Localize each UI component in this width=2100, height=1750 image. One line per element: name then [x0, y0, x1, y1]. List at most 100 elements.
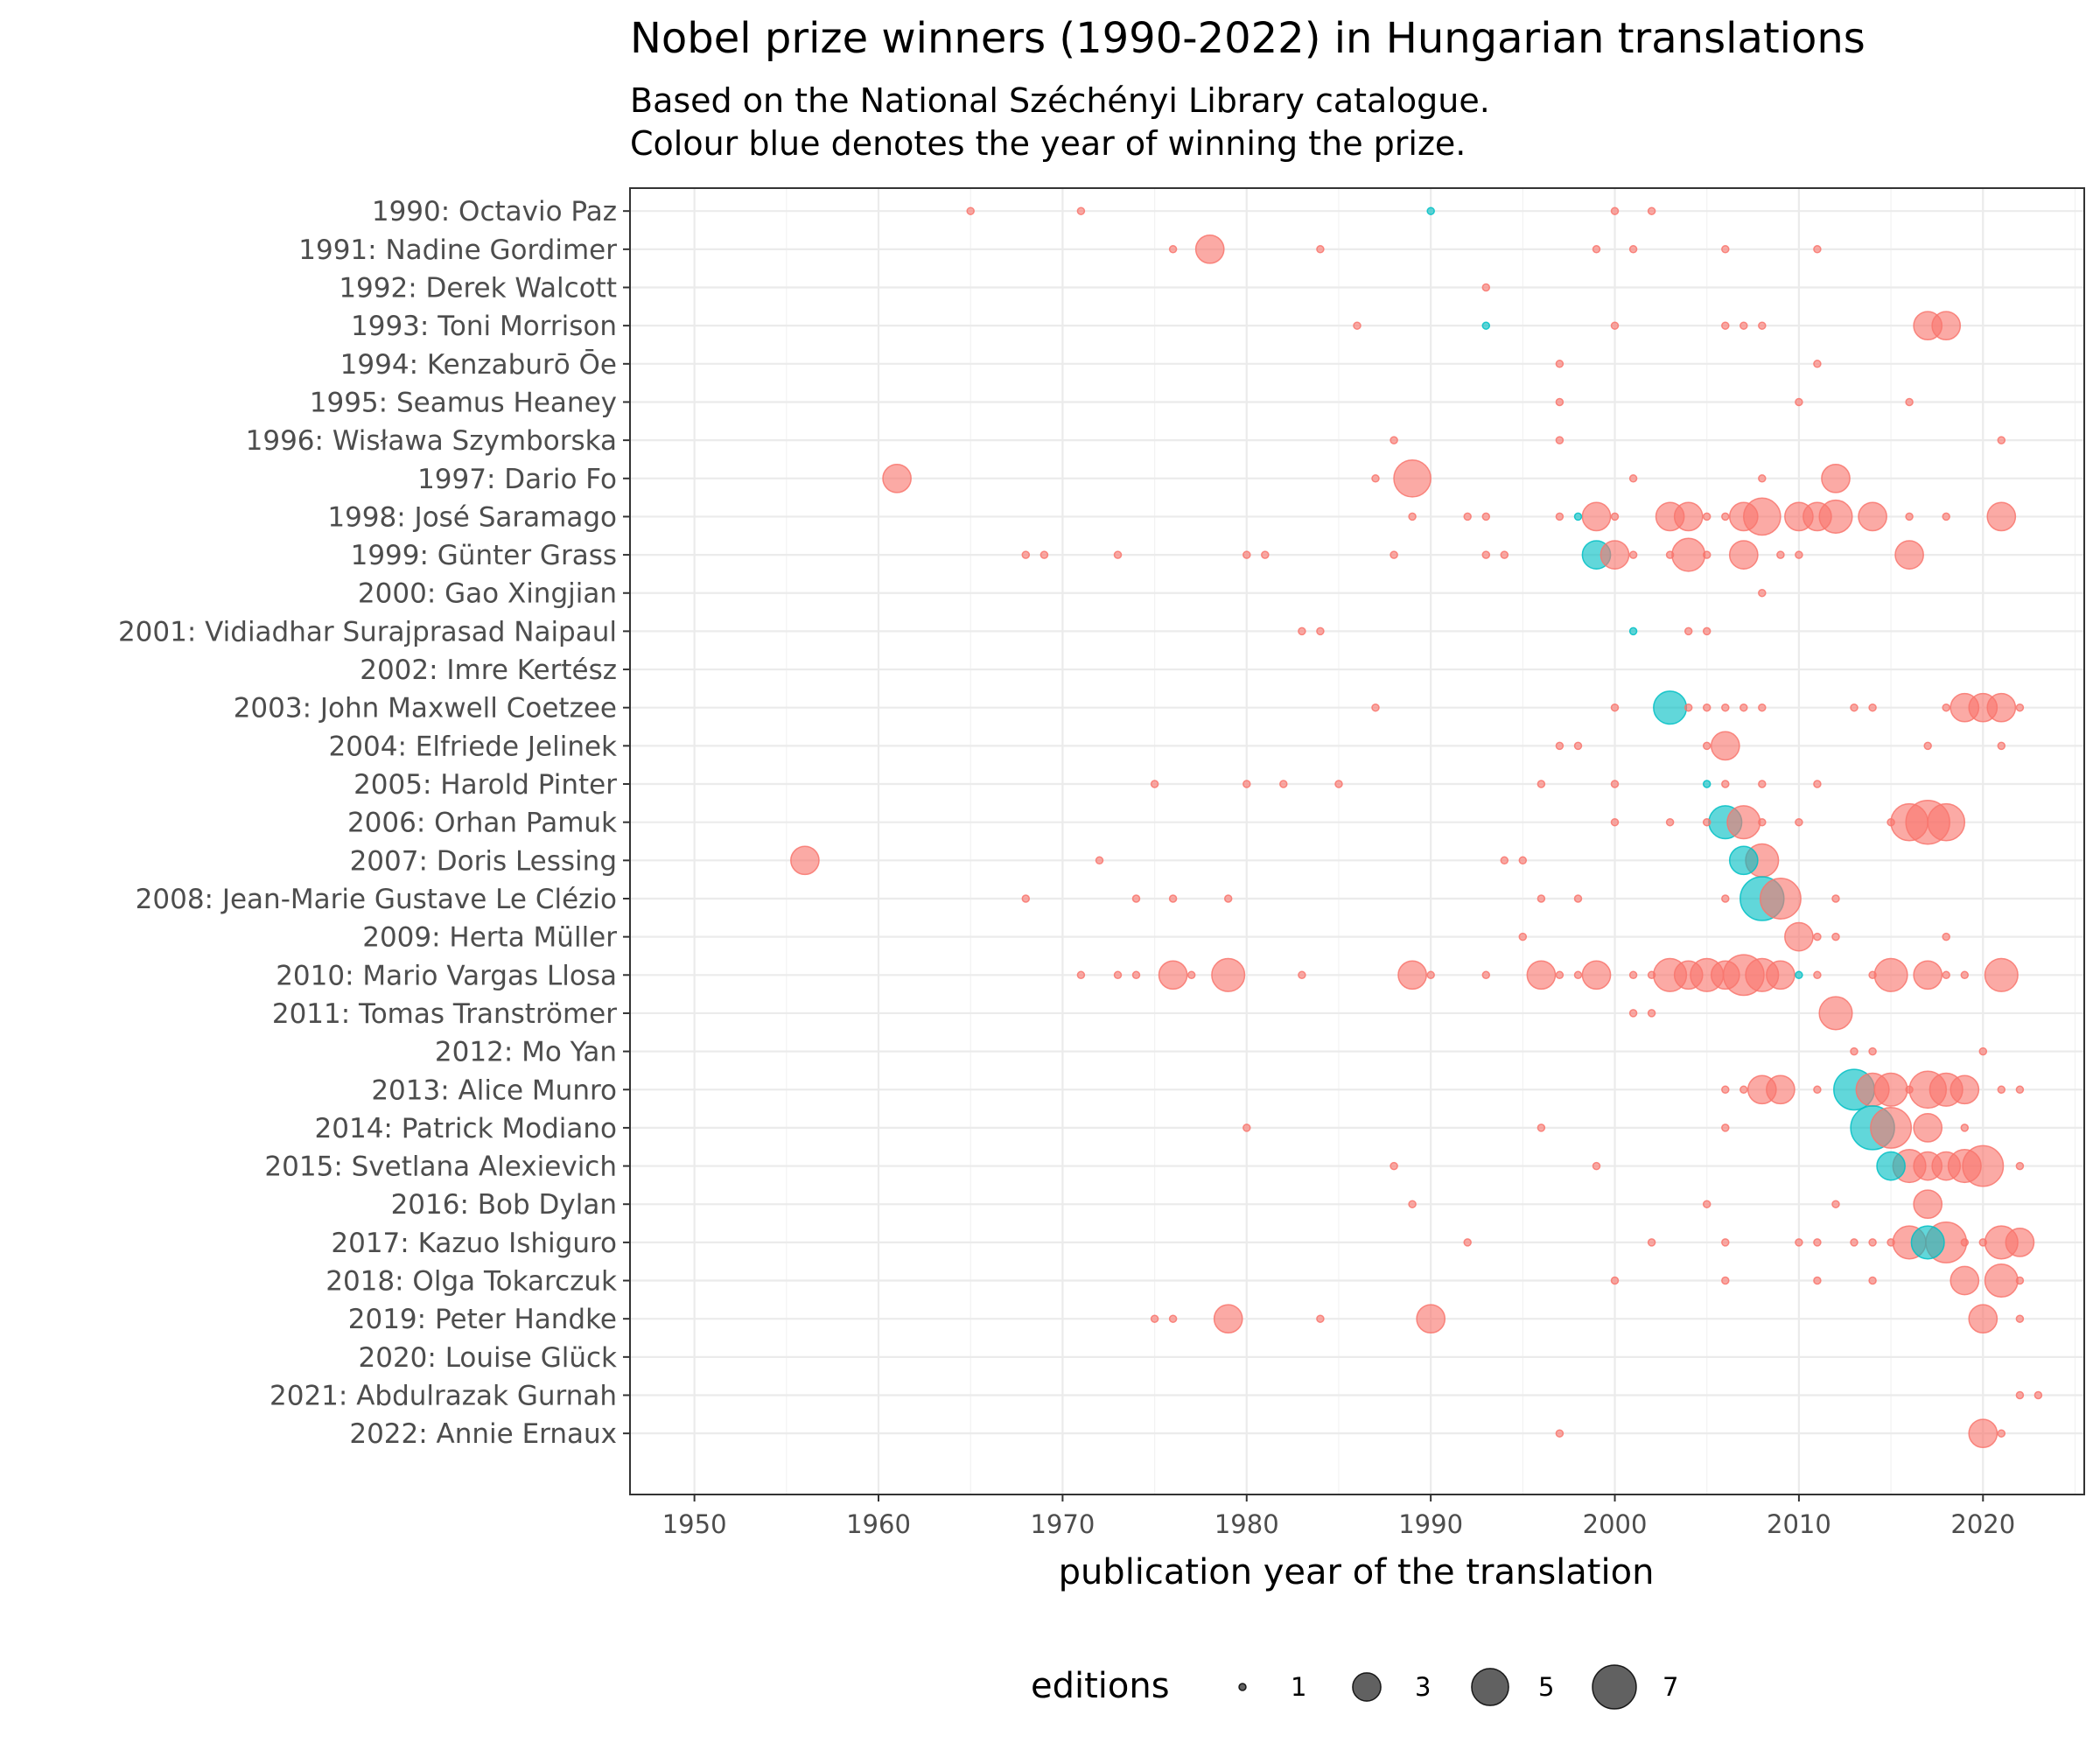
data-point [1673, 960, 1704, 990]
legend-key-label: 5 [1538, 1672, 1554, 1702]
data-point [1610, 206, 1620, 215]
y-tick-label: 2004: Elfriede Jelinek [329, 731, 617, 762]
data-point [1813, 932, 1822, 942]
data-point [1894, 540, 1924, 570]
data-point [1923, 741, 1932, 751]
data-point [1393, 458, 1432, 498]
data-point-prize-year [1795, 970, 1803, 980]
data-point [1213, 1304, 1243, 1334]
data-point [1960, 1238, 1970, 1247]
data-point [1905, 512, 1914, 522]
data-point [1150, 1314, 1159, 1323]
chart-subtitle-line-2: Colour blue denotes the year of winning … [630, 124, 1466, 163]
y-tick-label: 2009: Herta Müller [362, 922, 617, 954]
data-point [1702, 817, 1712, 827]
data-point [1784, 921, 1814, 952]
data-point [1555, 970, 1564, 980]
y-tick-label: 2016: Bob Dylan [391, 1189, 617, 1221]
data-point [1913, 1189, 1943, 1220]
data-point [1316, 1314, 1325, 1323]
data-point [1758, 321, 1767, 330]
data-point [1813, 360, 1822, 368]
data-point-prize-year [1426, 206, 1435, 215]
data-point [1665, 817, 1675, 827]
data-point [1555, 436, 1564, 444]
legend-key-label: 3 [1415, 1672, 1431, 1702]
data-point [1740, 703, 1748, 712]
data-point [1813, 970, 1822, 980]
data-point [1463, 1238, 1472, 1247]
y-tick-label: 2000: Gao Xingjian [358, 578, 617, 610]
data-point [1710, 731, 1740, 761]
data-point [1913, 960, 1943, 990]
data-point [1721, 245, 1730, 254]
data-point [1721, 703, 1730, 712]
data-point [1873, 1072, 1908, 1107]
data-point [1076, 970, 1086, 980]
data-point [1628, 474, 1638, 483]
data-point [1610, 512, 1620, 522]
data-point [1758, 703, 1767, 712]
data-point [2015, 1314, 2025, 1323]
data-point [1481, 550, 1491, 559]
y-tick-label: 2012: Mo Yan [435, 1037, 617, 1068]
data-point [1518, 932, 1528, 942]
data-point [1950, 1074, 1980, 1105]
data-point [1702, 703, 1712, 712]
data-point [1610, 1276, 1620, 1285]
data-point [1813, 245, 1822, 254]
data-point [1628, 970, 1638, 980]
data-point [1390, 1161, 1398, 1171]
y-tick-label: 2014: Patrick Modiano [315, 1113, 617, 1144]
data-point [1581, 501, 1612, 532]
data-point [1813, 780, 1822, 788]
data-point [2015, 1390, 2025, 1400]
data-point-prize-year [1573, 512, 1583, 522]
y-tick-label: 2022: Annie Ernaux [349, 1418, 617, 1450]
data-point [2015, 1161, 2025, 1171]
data-point [1371, 474, 1380, 483]
data-point-prize-year [1628, 626, 1638, 636]
data-point [1758, 474, 1767, 483]
data-point [1526, 960, 1557, 990]
data-point [1628, 550, 1638, 559]
data-point [1095, 856, 1104, 865]
data-point-prize-year [1653, 690, 1688, 725]
legend-key-circle [1471, 1668, 1509, 1706]
data-point [1913, 1113, 1943, 1143]
data-point [1813, 1238, 1822, 1247]
y-tick-label: 1990: Octavio Paz [372, 196, 617, 228]
data-point [1997, 436, 2006, 444]
y-tick-label: 2001: Vidiadhar Surajprasad Naipaul [118, 616, 617, 648]
data-point [1850, 703, 1858, 712]
data-point [1500, 550, 1509, 559]
data-point [1573, 894, 1583, 903]
data-point [1592, 1161, 1601, 1171]
data-point [1573, 741, 1583, 751]
data-point [1316, 626, 1325, 636]
data-point [1131, 970, 1141, 980]
data-point [1628, 1009, 1638, 1018]
data-point [2034, 1390, 2043, 1400]
data-point [1536, 780, 1546, 788]
data-point [1573, 970, 1583, 980]
data-point [1647, 1009, 1656, 1018]
data-point [1978, 1238, 1988, 1247]
data-point [2015, 1276, 2025, 1285]
x-axis: 1950 1960 1970 1980 1990 2000 2010 2020 [662, 1494, 2015, 1539]
data-point [1481, 512, 1491, 522]
y-tick-label: 1991: Nadine Gordimer [298, 234, 617, 266]
data-point [1870, 1106, 1913, 1149]
data-point [1721, 1276, 1730, 1285]
data-point [1886, 817, 1895, 827]
data-point [1242, 550, 1251, 559]
y-tick-label: 1999: Günter Grass [351, 540, 617, 571]
data-point [1408, 512, 1417, 522]
data-point [1581, 960, 1612, 990]
data-point [1813, 1276, 1822, 1285]
data-point [1858, 501, 1887, 532]
data-point [1463, 512, 1472, 522]
data-point [1408, 1200, 1417, 1208]
data-point [1850, 1238, 1858, 1247]
data-point [1536, 1124, 1546, 1132]
